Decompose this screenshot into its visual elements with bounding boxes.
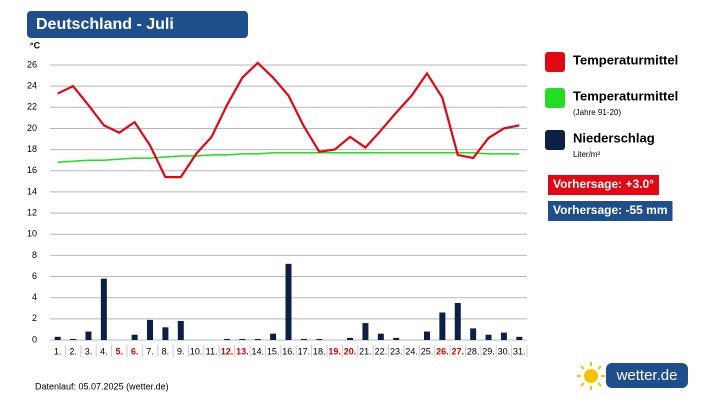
x-tick-label: 26. bbox=[436, 346, 449, 356]
logo-box bbox=[606, 363, 688, 388]
footer: Datenlauf: 05.07.2025 (wetter.de) bbox=[35, 381, 169, 391]
legend-label: Temperaturmittel bbox=[573, 88, 678, 103]
forecast-text: Vorhersage: -55 mm bbox=[553, 203, 668, 217]
x-tick-label: 2. bbox=[69, 346, 77, 356]
x-tick-label: 20. bbox=[344, 346, 357, 356]
y-tick-label: 26 bbox=[27, 59, 37, 69]
bar bbox=[347, 337, 354, 340]
x-tick-label: 3. bbox=[85, 346, 93, 356]
legend-label: Niederschlag bbox=[573, 130, 655, 145]
y-tick-label: 24 bbox=[27, 81, 37, 91]
x-tick-label: 24. bbox=[405, 346, 418, 356]
sun-icon bbox=[577, 362, 605, 390]
x-tick-label: 4. bbox=[100, 346, 108, 356]
logo: wetter.de bbox=[616, 367, 678, 384]
bar bbox=[54, 336, 61, 340]
legend-swatch bbox=[545, 88, 565, 108]
x-tick-label: 23. bbox=[390, 346, 403, 356]
x-tick-label: 8. bbox=[162, 346, 170, 356]
bar bbox=[85, 331, 92, 340]
legend-subtitle: Liter/m² bbox=[573, 150, 600, 159]
x-tick-label: 16. bbox=[282, 346, 295, 356]
bar bbox=[131, 334, 138, 340]
x-tick-label: 19. bbox=[328, 346, 341, 356]
bar bbox=[362, 323, 369, 340]
bar bbox=[454, 302, 461, 340]
chart-title: Deutschland - Juli bbox=[36, 16, 174, 33]
x-tick-label: 15. bbox=[267, 346, 280, 356]
y-tick-label: 22 bbox=[27, 102, 37, 112]
y-tick-label: 16 bbox=[27, 165, 37, 175]
y-tick-label: 4 bbox=[32, 292, 37, 302]
x-tick-label: 17. bbox=[298, 346, 311, 356]
x-tick-label: 9. bbox=[177, 346, 185, 356]
x-tick-label: 11. bbox=[206, 346, 218, 356]
legend-subtitle: (Jahre 91-20) bbox=[573, 108, 621, 117]
y-tick-label: 18 bbox=[27, 144, 37, 154]
bar bbox=[393, 337, 400, 340]
bar bbox=[377, 333, 384, 340]
forecast-box bbox=[548, 175, 659, 195]
y-tick-label: 6 bbox=[32, 271, 37, 281]
title-box bbox=[27, 11, 248, 38]
bar bbox=[270, 333, 277, 340]
y-tick-label: 12 bbox=[27, 207, 37, 217]
x-tick-label: 28. bbox=[467, 346, 480, 356]
legend-swatch bbox=[545, 52, 565, 72]
bar bbox=[100, 278, 107, 340]
x-tick-label: 18. bbox=[313, 346, 326, 356]
x-tick-label: 1. bbox=[54, 346, 62, 356]
legend-swatch bbox=[545, 130, 565, 150]
bar bbox=[254, 338, 261, 340]
bar bbox=[162, 327, 169, 340]
bar bbox=[70, 338, 77, 340]
bar bbox=[300, 338, 307, 340]
x-tick-label: 5. bbox=[115, 346, 123, 356]
bar bbox=[500, 332, 507, 340]
line bbox=[57, 61, 520, 179]
x-tick-label: 6. bbox=[131, 346, 139, 356]
x-tick-label: 14. bbox=[251, 346, 264, 356]
legend-label: Temperaturmittel bbox=[573, 52, 678, 67]
y-unit: °C bbox=[30, 40, 41, 50]
x-tick-label: 13. bbox=[236, 346, 249, 356]
y-tick-label: 20 bbox=[27, 123, 37, 133]
x-tick-label: 29. bbox=[482, 346, 495, 356]
bar bbox=[239, 338, 246, 340]
x-tick-label: 25. bbox=[421, 346, 434, 356]
bar bbox=[223, 338, 230, 340]
y-tick-label: 0 bbox=[32, 334, 37, 344]
forecast-box bbox=[548, 201, 673, 221]
x-tick-label: 27. bbox=[452, 346, 465, 356]
bar bbox=[439, 312, 446, 340]
y-tick-label: 8 bbox=[32, 250, 37, 260]
y-tick-label: 14 bbox=[27, 186, 37, 196]
bar bbox=[147, 319, 154, 340]
bar bbox=[177, 320, 184, 340]
bar bbox=[316, 338, 323, 340]
x-tick-label: 30. bbox=[498, 346, 511, 356]
forecast-text: Vorhersage: +3.0° bbox=[553, 177, 654, 191]
y-tick-label: 10 bbox=[27, 229, 37, 239]
x-tick-label: 10. bbox=[190, 346, 203, 356]
bar bbox=[516, 336, 523, 340]
x-tick-label: 7. bbox=[146, 346, 154, 356]
x-tick-label: 21. bbox=[359, 346, 372, 356]
bar bbox=[285, 263, 292, 340]
x-tick-label: 12. bbox=[221, 346, 234, 356]
bar bbox=[485, 334, 492, 340]
line bbox=[57, 152, 520, 164]
y-tick-label: 2 bbox=[32, 313, 37, 323]
bar bbox=[470, 328, 477, 340]
bar bbox=[423, 331, 430, 340]
x-tick-label: 31. bbox=[513, 346, 526, 356]
x-tick-label: 22. bbox=[375, 346, 388, 356]
